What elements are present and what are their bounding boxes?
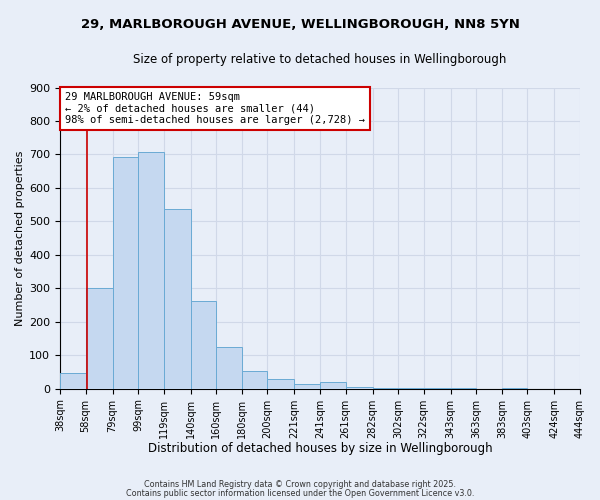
X-axis label: Distribution of detached houses by size in Wellingborough: Distribution of detached houses by size … — [148, 442, 493, 455]
Bar — [320, 382, 346, 388]
Bar — [164, 209, 191, 388]
Text: Contains public sector information licensed under the Open Government Licence v3: Contains public sector information licen… — [126, 488, 474, 498]
Bar — [138, 152, 164, 388]
Bar — [191, 300, 216, 388]
Bar — [242, 370, 268, 388]
Bar — [268, 378, 295, 388]
Text: 29, MARLBOROUGH AVENUE, WELLINGBOROUGH, NN8 5YN: 29, MARLBOROUGH AVENUE, WELLINGBOROUGH, … — [80, 18, 520, 30]
Bar — [216, 347, 242, 389]
Title: Size of property relative to detached houses in Wellingborough: Size of property relative to detached ho… — [133, 52, 506, 66]
Bar — [346, 387, 373, 388]
Bar — [86, 288, 113, 388]
Bar — [60, 373, 86, 388]
Y-axis label: Number of detached properties: Number of detached properties — [15, 150, 25, 326]
Bar — [113, 157, 138, 388]
Bar — [295, 384, 320, 388]
Text: 29 MARLBOROUGH AVENUE: 59sqm
← 2% of detached houses are smaller (44)
98% of sem: 29 MARLBOROUGH AVENUE: 59sqm ← 2% of det… — [65, 92, 365, 125]
Text: Contains HM Land Registry data © Crown copyright and database right 2025.: Contains HM Land Registry data © Crown c… — [144, 480, 456, 489]
